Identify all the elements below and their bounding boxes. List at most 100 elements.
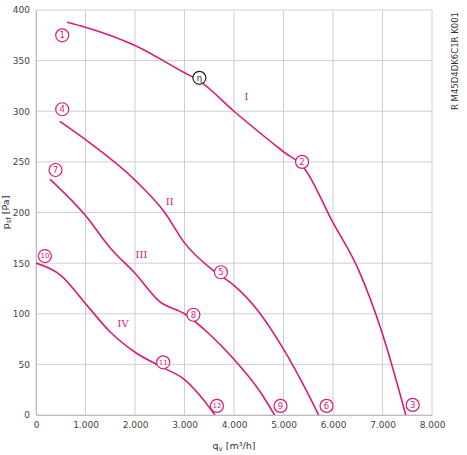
annotation: η xyxy=(193,71,206,84)
annotation-circle xyxy=(56,29,69,42)
annotation: 11 xyxy=(157,356,170,369)
tick-label: 4.000 xyxy=(222,420,248,430)
tick: 7.000 xyxy=(370,415,396,430)
grid-line xyxy=(36,10,37,415)
curves xyxy=(36,22,406,415)
annotation-text: 1 xyxy=(60,30,65,40)
model-code: R M45D4DK6C1R K001 xyxy=(450,12,460,110)
plot: 0 1.000 2.000 3.000 4.000 5.000 6.000 7.000 8.00… xyxy=(13,5,446,430)
tick-label: 8.000 xyxy=(420,420,446,430)
annotation-text: 8 xyxy=(191,310,196,320)
annotation: 6 xyxy=(320,399,333,412)
grid-line xyxy=(36,161,432,162)
annotation-text: 10 xyxy=(40,252,49,260)
grid-line xyxy=(36,263,432,264)
annotation-circle xyxy=(187,308,200,321)
tick-label: 100 xyxy=(13,309,30,319)
annotation-circle xyxy=(210,399,223,412)
annotation-circle xyxy=(193,71,206,84)
tick: 1.000 xyxy=(73,415,99,430)
annotation-text: 2 xyxy=(299,157,304,167)
annotation-text: η xyxy=(197,73,202,83)
axis-line xyxy=(36,11,37,416)
x-axis-title: qv [m³/h] xyxy=(213,440,256,453)
annotation-text: 4 xyxy=(60,104,65,114)
annotation-circle xyxy=(49,163,62,176)
curve xyxy=(67,22,406,415)
annotation: 5 xyxy=(214,266,227,279)
annotation-text: 5 xyxy=(218,267,223,277)
tick-label: 50 xyxy=(19,360,31,370)
tick-label: 0 xyxy=(24,410,30,420)
annotation-text: 6 xyxy=(324,401,329,411)
grid-line xyxy=(36,313,432,314)
annotation: 3 xyxy=(406,398,419,411)
tick-label: 3.000 xyxy=(172,420,198,430)
grid-line xyxy=(36,364,432,365)
curve xyxy=(50,179,275,415)
y-axis: 0 50 100 150 200 250 300 350 400 xyxy=(13,5,37,420)
tick-label: 300 xyxy=(13,107,30,117)
annotation-text: 11 xyxy=(159,359,168,367)
annotation-circle xyxy=(274,399,287,412)
y-axis-title: psf [Pa] xyxy=(0,196,13,230)
annotation-circle xyxy=(214,266,227,279)
curve xyxy=(60,121,319,415)
tick: 400 xyxy=(13,5,36,15)
annotation-text: 9 xyxy=(278,401,283,411)
x-axis: 0 1.000 2.000 3.000 4.000 5.000 6.000 7.000 8.00… xyxy=(34,415,446,430)
annotation: 9 xyxy=(274,399,287,412)
tick-label: 200 xyxy=(13,208,30,218)
curve-label: I xyxy=(244,91,248,102)
curve-label: II xyxy=(166,196,174,207)
curve-labels: IIIIIIIV xyxy=(118,91,249,330)
annotations: 123456789101112η xyxy=(38,29,419,413)
tick: 250 xyxy=(13,157,36,167)
chart: 0 1.000 2.000 3.000 4.000 5.000 6.000 7.000 8.00… xyxy=(0,0,467,455)
curve xyxy=(36,263,215,415)
tick-label: 1.000 xyxy=(73,420,99,430)
annotation-circle xyxy=(406,398,419,411)
curve-label: IV xyxy=(118,318,130,329)
grid xyxy=(36,10,432,415)
tick-label: 6.000 xyxy=(321,420,347,430)
annotation: 4 xyxy=(56,103,69,116)
axis-line xyxy=(37,415,433,416)
annotation: 8 xyxy=(187,308,200,321)
tick-label: 350 xyxy=(13,56,30,66)
tick: 3.000 xyxy=(172,415,198,430)
tick: 100 xyxy=(13,309,36,319)
tick-label: 2.000 xyxy=(123,420,149,430)
tick: 2.000 xyxy=(123,415,149,430)
tick: 150 xyxy=(13,259,36,269)
tick: 4.000 xyxy=(222,415,248,430)
tick: 200 xyxy=(13,208,36,218)
tick: 0 xyxy=(24,410,36,420)
tick: 0 xyxy=(34,415,40,430)
tick-label: 7.000 xyxy=(370,420,396,430)
grid-line xyxy=(36,415,432,416)
annotation-circle xyxy=(38,250,51,263)
tick-label: 5.000 xyxy=(271,420,297,430)
annotation: 2 xyxy=(296,155,309,168)
grid-line xyxy=(36,212,432,213)
tick-label: 150 xyxy=(13,259,30,269)
tick: 300 xyxy=(13,107,36,117)
annotation-text: 12 xyxy=(212,402,221,410)
tick-label: 400 xyxy=(13,5,30,15)
curve-label: III xyxy=(136,249,148,260)
tick: 50 xyxy=(19,360,36,370)
grid-line xyxy=(36,10,432,11)
annotation: 10 xyxy=(38,250,51,263)
annotation-circle xyxy=(296,155,309,168)
tick: 350 xyxy=(13,56,36,66)
annotation: 7 xyxy=(49,163,62,176)
annotation-text: 3 xyxy=(410,400,415,410)
annotation-circle xyxy=(157,356,170,369)
tick-label: 0 xyxy=(34,420,40,430)
annotation-circle xyxy=(320,399,333,412)
tick: 6.000 xyxy=(321,415,347,430)
annotation: 12 xyxy=(210,399,223,412)
annotation-circle xyxy=(56,103,69,116)
tick: 5.000 xyxy=(271,415,297,430)
